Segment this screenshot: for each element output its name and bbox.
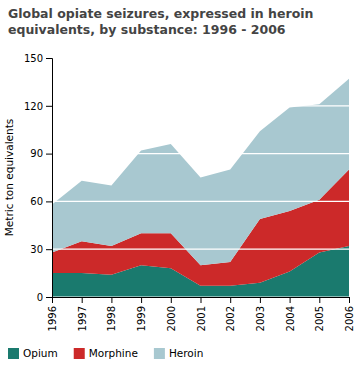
tick-mark [46,249,52,250]
legend-item: Morphine [74,347,138,359]
y-axis: 0 30 60 90 120 150 [24,53,53,303]
legend-swatch [8,348,19,359]
tick-label: 150 [24,53,43,64]
x-tick: 2003 [255,297,266,331]
legend-label: Heroin [169,347,203,359]
legend-item: Heroin [154,347,203,359]
tick-mark [46,58,52,59]
x-tick: 2000 [166,297,177,331]
tick-label: 2002 [225,306,236,331]
y-tick: 120 [24,101,52,112]
tick-label: 2000 [166,306,177,331]
grid [52,58,349,297]
tick-label: 60 [30,196,43,207]
grid-line [52,249,349,250]
plot: 0 30 60 90 120 150 1996 1997 1998 1999 2000 2001 200… [24,53,355,332]
tick-label: 1997 [77,306,88,331]
x-tick: 2006 [344,297,355,331]
tick-label: 1996 [47,306,58,331]
x-tick: 2004 [285,297,296,331]
y-tick: 90 [30,148,52,159]
y-tick: 150 [24,53,52,64]
tick-label: 120 [24,101,43,112]
x-axis: 1996 1997 1998 1999 2000 2001 2002 2003 2004 2005… [47,297,355,331]
tick-mark [46,201,52,202]
chart: Global opiate seizures, expressed in her… [0,0,363,369]
tick-mark [319,297,320,303]
tick-mark [46,297,52,298]
tick-mark [260,297,261,303]
x-tick: 2001 [196,297,207,331]
tick-mark [141,297,142,303]
tick-label: 2003 [255,306,266,331]
legend-label: Morphine [89,347,138,359]
tick-mark [349,297,350,303]
tick-label: 2006 [344,306,355,331]
y-tick: 60 [30,196,52,207]
tick-label: 1999 [136,306,147,331]
tick-mark [52,297,53,303]
grid-line [52,153,349,154]
legend-label: Opium [23,347,58,359]
y-tick: 30 [30,244,52,255]
y-axis-title: Metric ton equivalents [3,119,15,236]
grid-line [52,201,349,202]
x-tick: 1998 [106,297,117,331]
x-tick: 2005 [314,297,325,331]
x-tick: 1997 [77,297,88,331]
grid-line [52,57,349,58]
x-tick: 2002 [225,297,236,331]
axis-domain [46,59,53,298]
x-tick: 1996 [47,297,58,331]
title: Global opiate seizures, expressed in her… [8,6,313,37]
legend-swatch [74,348,85,359]
tick-label: 90 [30,148,43,159]
legend-swatch [154,348,165,359]
title-line: equivalents, by substance: 1996 - 2006 [8,22,286,37]
legend-item: Opium [8,347,58,359]
tick-label: 30 [30,244,43,255]
tick-label: 0 [37,292,43,303]
title-line: Global opiate seizures, expressed in her… [8,6,313,21]
tick-label: 2001 [196,306,207,331]
tick-mark [230,297,231,303]
tick-mark [82,297,83,303]
tick-mark [111,297,112,303]
y-tick: 0 [37,292,52,303]
area [52,79,349,265]
legend: Opium Morphine Heroin [8,347,203,359]
axis-domain [53,298,350,304]
tick-mark [201,297,202,303]
tick-label: 2004 [285,306,296,331]
tick-label: 1998 [106,306,117,331]
tick-mark [46,106,52,107]
tick-mark [46,154,52,155]
tick-label: 2005 [314,306,325,331]
x-tick: 1999 [136,297,147,331]
areas [52,79,349,297]
tick-mark [171,297,172,303]
grid-line [52,105,349,106]
tick-mark [290,297,291,303]
